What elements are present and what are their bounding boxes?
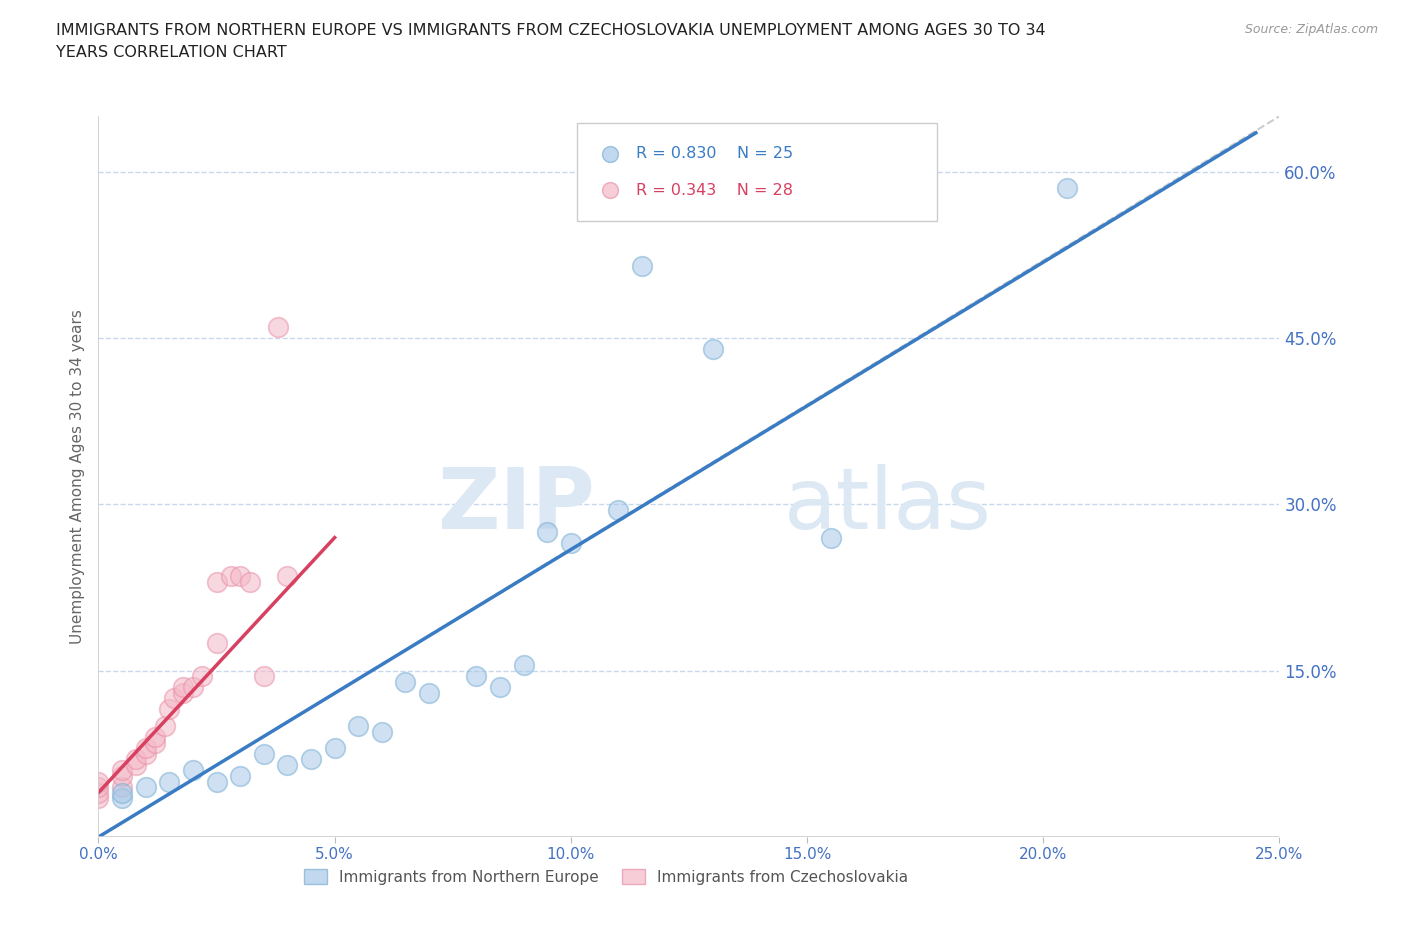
Text: R = 0.343    N = 28: R = 0.343 N = 28	[636, 183, 793, 198]
Point	[489, 680, 512, 695]
Text: Source: ZipAtlas.com: Source: ZipAtlas.com	[1244, 23, 1378, 36]
Point	[87, 785, 110, 800]
Point	[465, 669, 488, 684]
Point	[702, 341, 724, 356]
Text: atlas: atlas	[783, 464, 991, 547]
Point	[536, 525, 558, 539]
Point	[276, 569, 298, 584]
Point	[607, 502, 630, 517]
Point	[157, 774, 180, 789]
Point	[205, 575, 228, 590]
Point	[219, 569, 242, 584]
Point	[135, 779, 157, 794]
Point	[143, 730, 166, 745]
Legend: Immigrants from Northern Europe, Immigrants from Czechoslovakia: Immigrants from Northern Europe, Immigra…	[298, 862, 914, 891]
Point	[111, 785, 134, 800]
Point	[371, 724, 394, 739]
Text: ZIP: ZIP	[437, 464, 595, 547]
Point	[229, 569, 252, 584]
Point	[111, 763, 134, 777]
Point	[111, 790, 134, 805]
Point	[163, 691, 186, 706]
Point	[276, 757, 298, 772]
Point	[267, 320, 290, 335]
Point	[299, 752, 322, 767]
Text: YEARS CORRELATION CHART: YEARS CORRELATION CHART	[56, 45, 287, 60]
Text: R = 0.830    N = 25: R = 0.830 N = 25	[636, 146, 793, 162]
Point	[253, 747, 276, 762]
Point	[323, 741, 346, 756]
Point	[157, 702, 180, 717]
Point	[191, 669, 214, 684]
Point	[87, 779, 110, 794]
Point	[630, 259, 652, 273]
Point	[181, 763, 204, 777]
Text: IMMIGRANTS FROM NORTHERN EUROPE VS IMMIGRANTS FROM CZECHOSLOVAKIA UNEMPLOYMENT A: IMMIGRANTS FROM NORTHERN EUROPE VS IMMIG…	[56, 23, 1046, 38]
Point	[111, 768, 134, 783]
Point	[172, 680, 194, 695]
Point	[347, 719, 370, 734]
Point	[253, 669, 276, 684]
Point	[111, 779, 134, 794]
Point	[125, 757, 148, 772]
Point	[205, 635, 228, 650]
Point	[87, 790, 110, 805]
Point	[135, 747, 157, 762]
Point	[512, 658, 534, 672]
Point	[394, 674, 416, 689]
Point	[125, 752, 148, 767]
Point	[153, 719, 176, 734]
Point	[229, 768, 252, 783]
Point	[239, 575, 262, 590]
Point	[1056, 181, 1078, 196]
Point	[181, 680, 204, 695]
Point	[418, 685, 440, 700]
Point	[143, 736, 166, 751]
Point	[560, 536, 582, 551]
Point	[820, 530, 842, 545]
Point	[87, 774, 110, 789]
Y-axis label: Unemployment Among Ages 30 to 34 years: Unemployment Among Ages 30 to 34 years	[69, 309, 84, 644]
Point	[172, 685, 194, 700]
FancyBboxPatch shape	[576, 124, 936, 220]
Point	[205, 774, 228, 789]
Point	[135, 741, 157, 756]
